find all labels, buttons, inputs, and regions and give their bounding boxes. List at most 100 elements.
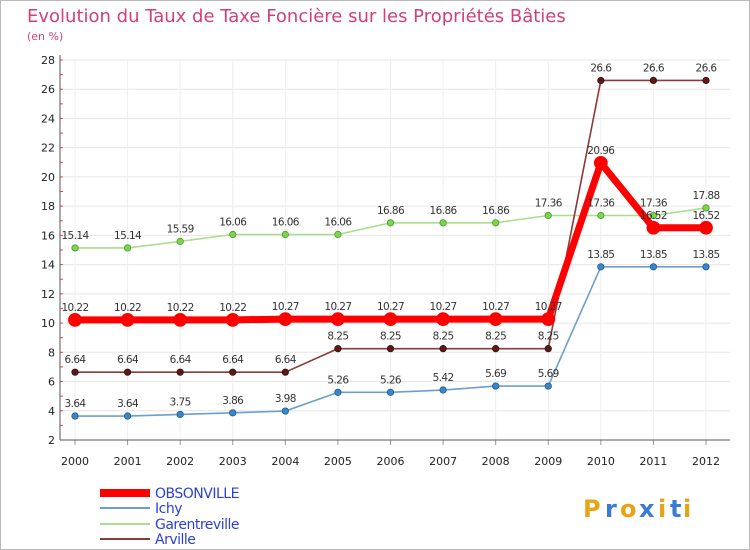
- data-point: [278, 312, 293, 327]
- data-point: [123, 244, 132, 252]
- data-point: [544, 211, 552, 220]
- data-point: [383, 312, 398, 327]
- data-label: 3.64: [65, 398, 87, 410]
- y-tick-label: 10: [41, 317, 55, 330]
- legend-label-arville: Arville: [155, 532, 195, 548]
- data-point: [71, 412, 79, 420]
- legend-label-obsonville: OBSONVILLE: [155, 486, 239, 502]
- data-label: 3.98: [275, 393, 296, 405]
- data-label: 3.86: [222, 395, 244, 407]
- data-label: 6.64: [117, 354, 139, 366]
- data-labels-layer: 10.22 10.22 10.22 10.22 10.27 10.27 10.27 10.27…: [61, 62, 720, 410]
- data-point: [386, 388, 395, 396]
- data-label: 13.85: [692, 249, 719, 261]
- data-point: [649, 211, 658, 220]
- data-label: 10.27: [482, 301, 509, 313]
- data-point: [386, 345, 395, 353]
- data-label: 15.14: [114, 230, 142, 242]
- data-label: 10.27: [535, 301, 562, 313]
- data-point: [229, 368, 237, 376]
- y-tick-label: 12: [41, 288, 55, 301]
- data-point: [492, 382, 500, 390]
- x-tick-label: 2011: [639, 455, 667, 468]
- data-point: [436, 312, 450, 327]
- y-tick-label: 20: [41, 171, 55, 184]
- y-tick-label: 6: [48, 376, 55, 389]
- data-point: [71, 368, 79, 376]
- data-point: [68, 312, 82, 327]
- data-point: [176, 237, 184, 245]
- data-point: [439, 345, 447, 353]
- data-label: 10.27: [377, 301, 404, 313]
- data-label: 17.36: [640, 198, 668, 210]
- logo-letter: o: [620, 495, 636, 523]
- data-point: [120, 312, 135, 327]
- data-label: 17.88: [692, 190, 719, 202]
- data-point: [597, 211, 605, 220]
- data-point: [649, 76, 658, 85]
- data-point: [225, 312, 240, 327]
- data-point: [646, 220, 661, 235]
- logo-letter: x: [639, 495, 655, 523]
- data-point: [281, 368, 289, 376]
- y-tick-label: 26: [41, 83, 55, 96]
- y-tick-label: 18: [41, 200, 55, 213]
- data-point: [334, 230, 342, 239]
- legend-label-garentreville: Garentreville: [155, 517, 239, 533]
- data-point: [229, 409, 237, 417]
- data-label: 6.64: [170, 354, 192, 366]
- data-point: [544, 345, 552, 353]
- data-label: 5.69: [538, 368, 559, 380]
- data-label: 10.22: [167, 302, 194, 314]
- data-point: [699, 220, 713, 235]
- x-tick-label: 2008: [482, 455, 510, 468]
- data-label: 8.25: [538, 331, 559, 343]
- data-label: 26.6: [696, 62, 718, 74]
- data-point: [176, 368, 184, 376]
- data-point: [123, 368, 132, 376]
- x-tick-label: 2006: [377, 455, 405, 468]
- data-point: [229, 230, 237, 239]
- data-label: 13.85: [587, 249, 614, 261]
- data-label: 3.64: [117, 398, 139, 410]
- data-label: 6.64: [65, 354, 87, 366]
- data-point: [649, 263, 658, 271]
- y-tick-label: 4: [48, 405, 55, 418]
- data-label: 16.52: [640, 210, 667, 222]
- x-tick-label: 2007: [429, 455, 457, 468]
- data-label: 16.06: [219, 217, 247, 229]
- data-label: 6.64: [275, 354, 297, 366]
- data-point: [492, 345, 500, 353]
- data-label: 8.25: [380, 331, 401, 343]
- data-point: [439, 386, 447, 394]
- logo-letter: i: [658, 495, 666, 523]
- data-label: 8.25: [485, 331, 506, 343]
- data-label: 5.69: [485, 368, 506, 380]
- data-point: [597, 76, 605, 85]
- data-label: 10.22: [219, 302, 246, 314]
- x-tick-label: 2009: [534, 455, 562, 468]
- data-label: 10.27: [324, 301, 351, 313]
- data-label: 17.36: [587, 198, 615, 210]
- logo-letter: r: [605, 495, 617, 523]
- data-label: 16.52: [692, 210, 719, 222]
- x-tick-label: 2012: [692, 455, 720, 468]
- y-tick-label: 22: [41, 142, 55, 155]
- data-point: [702, 263, 710, 271]
- y-tick-label: 16: [41, 229, 55, 242]
- data-label: 6.64: [222, 354, 244, 366]
- data-point: [702, 76, 710, 85]
- data-label: 8.25: [327, 331, 348, 343]
- data-label: 15.14: [61, 230, 89, 242]
- data-label: 10.27: [430, 301, 457, 313]
- data-point: [386, 219, 395, 227]
- data-point: [488, 312, 503, 327]
- data-label: 16.86: [430, 205, 458, 217]
- data-label: 10.27: [272, 301, 299, 313]
- x-tick-label: 2001: [114, 455, 142, 468]
- logo-letter: P: [583, 495, 600, 523]
- data-point: [544, 382, 552, 390]
